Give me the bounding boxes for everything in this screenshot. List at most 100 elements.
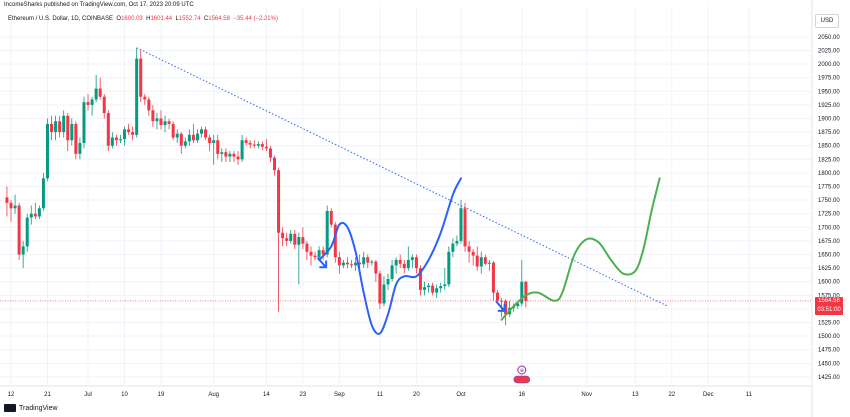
y-tick-label: 2025.00 [818, 48, 840, 54]
x-tick-label: 11 [746, 392, 753, 398]
y-tick-label: 1700.00 [818, 225, 840, 231]
candle-body [337, 257, 341, 266]
candle-body [341, 262, 345, 266]
candle-body [459, 208, 463, 241]
candle-body [204, 129, 208, 138]
y-tick-label: 1450.00 [818, 361, 840, 367]
event-marker-glyph: ⊕ [520, 368, 524, 374]
currency-button[interactable]: USD [815, 14, 839, 28]
candle-body [467, 246, 471, 252]
candle-body [200, 129, 204, 134]
x-tick-label: Oct [456, 392, 466, 398]
y-tick-label: 1750.00 [818, 198, 840, 204]
candle-body [386, 278, 390, 285]
x-tick-label: 20 [413, 392, 420, 398]
candle-body [114, 137, 118, 141]
y-tick-label: 1650.00 [818, 253, 840, 259]
candle-body [398, 259, 402, 264]
arrow-icon [317, 257, 327, 268]
candle-body [256, 144, 260, 146]
candle-body [354, 262, 358, 266]
candle-body [435, 288, 439, 293]
candle-body [9, 202, 13, 209]
candle-body [58, 121, 62, 133]
x-tick-label: 14 [263, 392, 270, 398]
arrow-head-icon [319, 260, 328, 269]
candle-body [33, 213, 37, 217]
candle-body [277, 170, 281, 233]
tradingview-brand[interactable]: TradingView [4, 404, 58, 412]
candle-body [317, 250, 321, 258]
candle-body [224, 152, 228, 157]
y-tick-label: 1500.00 [818, 334, 840, 340]
candle-body [479, 257, 483, 267]
candle-body [289, 233, 293, 241]
low-label: L [175, 16, 179, 22]
publisher-line: IncomeSharks published on TradingView.co… [4, 2, 194, 8]
candle-body [281, 232, 285, 239]
candle-body [228, 153, 232, 157]
candle-body [358, 262, 362, 265]
candle-body [66, 115, 70, 141]
candle-body [123, 129, 127, 140]
candle-body [70, 123, 74, 141]
candle-body [406, 259, 410, 269]
candle-body [248, 142, 252, 145]
candle-body [305, 243, 309, 252]
candle-body [414, 257, 418, 269]
candle-body [273, 157, 277, 171]
current-price-value: 1564.58 [818, 297, 840, 304]
candle-body [21, 246, 25, 255]
y-tick-label: 2000.00 [818, 62, 840, 68]
candle-body [208, 137, 212, 143]
candle-body [86, 102, 90, 105]
candle-body [183, 141, 187, 146]
x-tick-label: Aug [208, 392, 219, 398]
candle-body [94, 88, 98, 100]
x-tick-label: 10 [121, 392, 128, 398]
candle-body [491, 262, 495, 293]
y-tick-label: 2050.00 [818, 35, 840, 41]
x-tick-label: 21 [44, 392, 51, 398]
candle-body [500, 300, 504, 302]
y-tick-label: 1425.00 [818, 375, 840, 381]
candle-body [151, 110, 155, 122]
candle-body [516, 303, 520, 307]
candle-body [321, 250, 325, 255]
candle-body [13, 205, 17, 209]
candle-countdown: 03:51:00 [817, 306, 841, 313]
high-label: H [146, 16, 151, 22]
x-tick-label: 13 [632, 392, 639, 398]
x-tick-label: Sep [334, 392, 345, 398]
candle-body [520, 281, 524, 304]
candle-body [293, 233, 297, 245]
candle-body [195, 133, 199, 141]
x-tick-label: Nov [581, 392, 592, 398]
y-tick-label: 1775.00 [818, 185, 840, 191]
candle-body [163, 121, 167, 126]
y-tick-label: 1950.00 [818, 89, 840, 95]
x-tick-label: Dec [703, 392, 714, 398]
candle-body [264, 146, 268, 149]
high-value: 1601.44 [150, 16, 173, 22]
candle-body [175, 133, 179, 138]
candle-body [131, 132, 135, 135]
candle-body [451, 243, 455, 252]
y-tick-label: 1725.00 [818, 212, 840, 218]
candle-body [78, 142, 82, 154]
candle-body [220, 152, 224, 154]
open-value: 1600.03 [121, 16, 143, 22]
candle-body [98, 88, 102, 97]
candle-body [309, 251, 313, 256]
x-tick-label: 12 [8, 392, 15, 398]
candle-body [17, 205, 21, 255]
candle-body [232, 153, 236, 157]
candle-body [325, 210, 329, 255]
candle-body [127, 129, 131, 133]
candle-body [167, 121, 171, 124]
candle-body [155, 118, 159, 122]
candle-body [106, 113, 110, 146]
candle-body [475, 255, 479, 267]
candle-body [179, 133, 183, 146]
